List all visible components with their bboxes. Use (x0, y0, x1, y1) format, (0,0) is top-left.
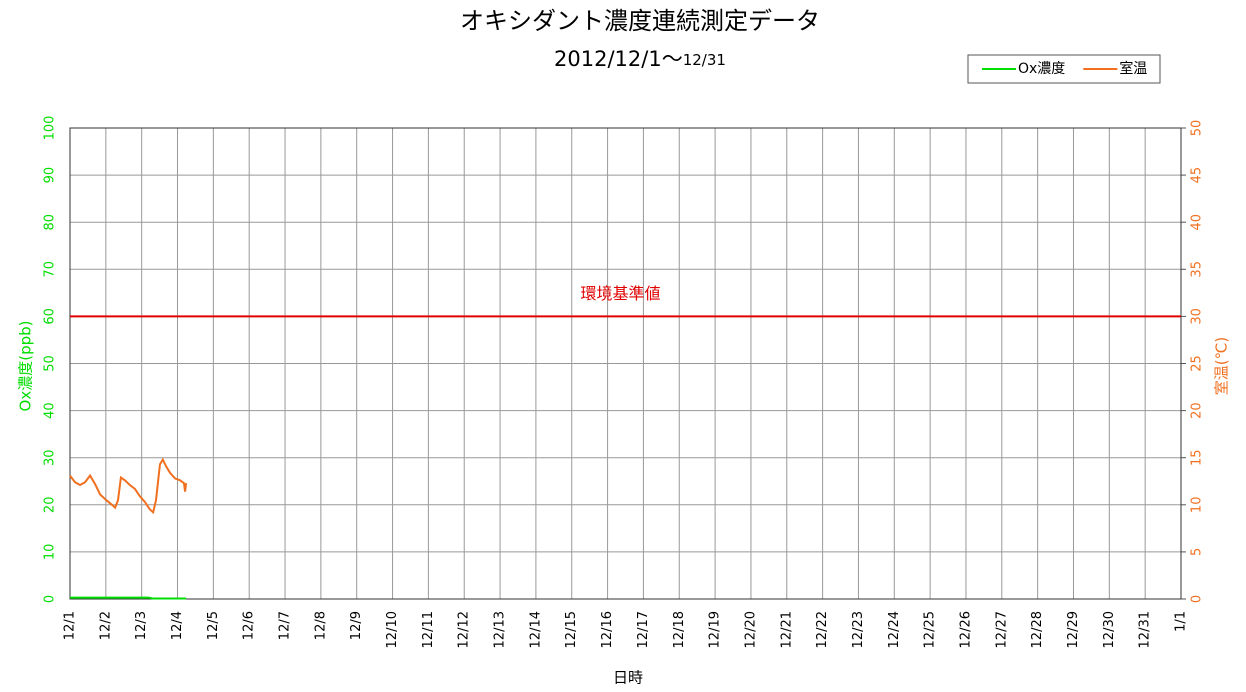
y-tick-label: 50 (43, 355, 58, 372)
x-tick-label: 12/28 (1030, 611, 1045, 648)
y-tick-label: 20 (43, 497, 58, 514)
y-axis-label: Ox濃度(ppb) (17, 321, 35, 412)
x-tick-label: 12/2 (98, 611, 113, 640)
x-tick-label: 12/23 (851, 611, 866, 648)
x-tick-label: 12/8 (313, 611, 328, 640)
x-tick-label: 12/12 (457, 611, 472, 648)
x-tick-label: 12/22 (815, 611, 830, 648)
x-tick-label: 12/7 (278, 611, 293, 640)
x-tick-label: 12/31 (1138, 611, 1153, 648)
y2-tick-label: 20 (1190, 402, 1205, 419)
x-tick-label: 12/14 (528, 611, 543, 648)
x-tick-label: 12/10 (385, 611, 400, 648)
y-tick-label: 70 (43, 261, 58, 278)
series-line (70, 596, 187, 600)
x-tick-label: 12/20 (743, 611, 758, 648)
x-tick-label: 12/24 (887, 611, 902, 648)
legend-label: Ox濃度 (1018, 61, 1065, 77)
y2-tick-label: 45 (1190, 167, 1205, 184)
x-tick-label: 12/21 (779, 611, 794, 648)
y-tick-label: 0 (43, 595, 58, 603)
x-tick-label: 12/29 (1066, 611, 1081, 648)
x-tick-label: 12/16 (600, 611, 615, 648)
x-tick-label: 12/26 (958, 611, 973, 648)
subtitle-part: 2012/12/1～ (554, 47, 683, 71)
x-tick-label: 12/4 (170, 611, 185, 640)
y2-tick-label: 30 (1190, 308, 1205, 325)
x-tick-label: 12/15 (564, 611, 579, 648)
y-tick-label: 40 (43, 402, 58, 419)
x-tick-label: 12/19 (708, 611, 723, 648)
y2-tick-label: 25 (1190, 355, 1205, 372)
y-tick-label: 10 (43, 544, 58, 561)
y2-tick-label: 5 (1190, 548, 1205, 556)
x-tick-label: 12/27 (994, 611, 1009, 648)
reference-label: 環境基準値 (580, 284, 660, 303)
plot-frame (69, 127, 1182, 600)
x-tick-label: 12/11 (421, 611, 436, 648)
x-tick-label: 12/5 (206, 611, 221, 640)
y2-tick-label: 0 (1190, 595, 1205, 603)
y2-tick-label: 40 (1190, 214, 1205, 231)
y2-tick-label: 35 (1190, 261, 1205, 278)
x-tick-label: 12/30 (1102, 611, 1117, 648)
x-tick-label: 12/3 (134, 611, 149, 640)
chart-title: オキシダント濃度連続測定データ (460, 7, 820, 35)
y-tick-label: 30 (43, 449, 58, 466)
y2-axis-label: 室温(℃) (1213, 337, 1231, 396)
x-tick-label: 12/18 (672, 611, 687, 648)
x-tick-label: 12/9 (349, 611, 364, 640)
series-line (69, 457, 188, 515)
y-tick-label: 80 (43, 214, 58, 231)
y2-tick-label: 15 (1190, 449, 1205, 466)
y2-tick-label: 10 (1190, 497, 1205, 514)
chart-subtitle: 2012/12/1～12/31 (554, 47, 726, 71)
y-tick-label: 90 (43, 167, 58, 184)
x-tick-label: 12/25 (923, 611, 938, 648)
subtitle-part: 12/31 (683, 51, 726, 69)
x-tick-label: 12/6 (242, 611, 257, 640)
y2-tick-label: 50 (1190, 120, 1205, 137)
x-tick-label: 1/1 (1174, 611, 1189, 632)
x-tick-label: 12/1 (63, 611, 78, 640)
x-tick-label: 12/13 (493, 611, 508, 648)
x-tick-label: 12/17 (636, 611, 651, 648)
y-tick-label: 100 (43, 116, 58, 141)
legend-label: 室温 (1119, 60, 1147, 77)
x-axis-label: 日時 (613, 669, 643, 687)
y-tick-label: 60 (43, 308, 58, 325)
